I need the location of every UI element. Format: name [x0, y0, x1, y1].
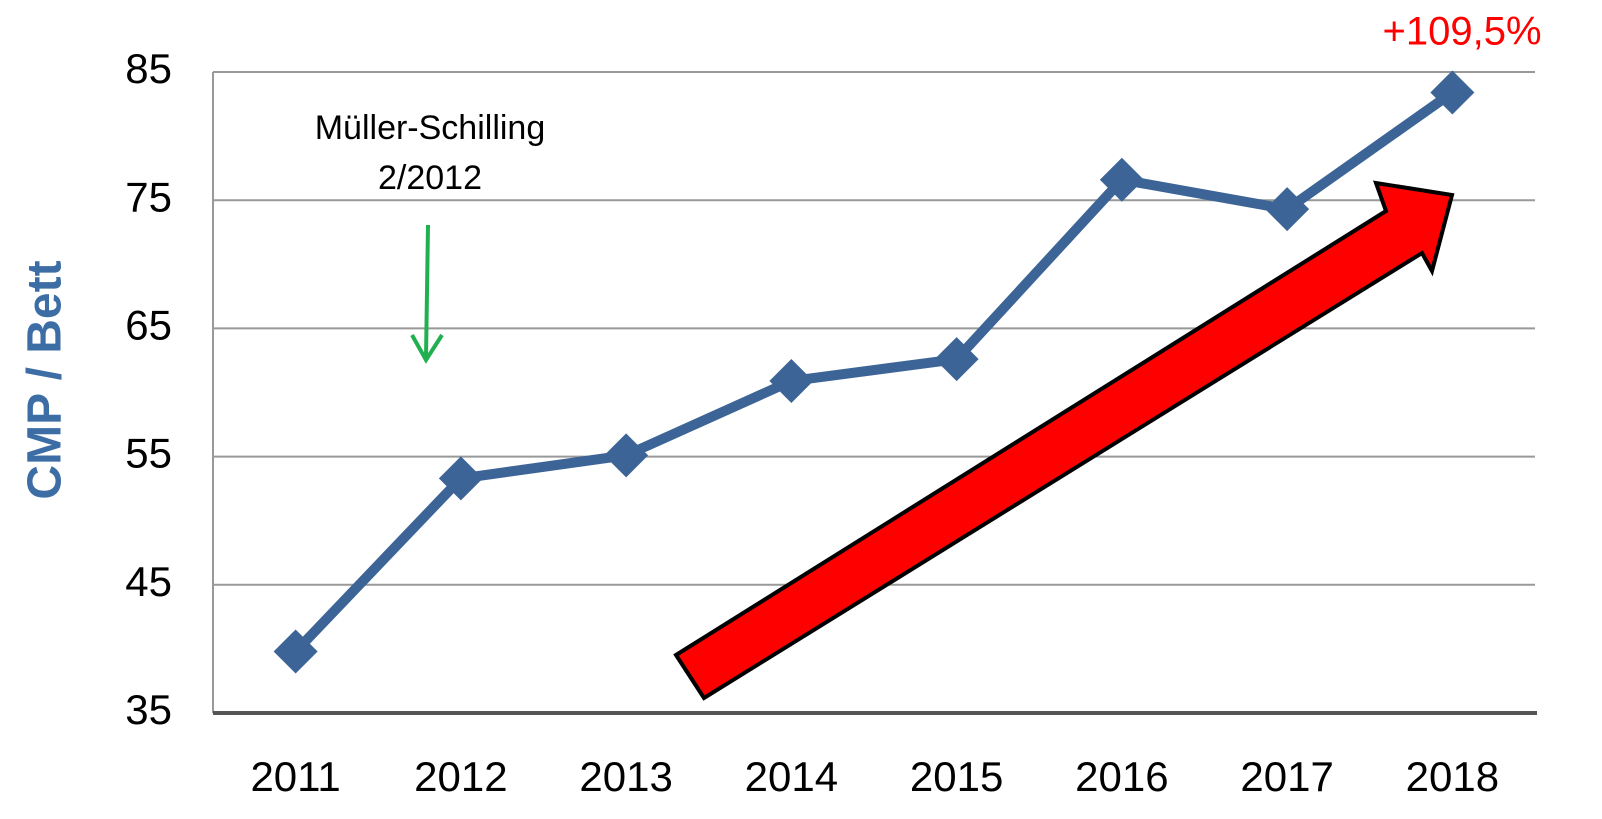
- annotation: 2/2012: [378, 159, 482, 197]
- trend-arrow: [673, 180, 1455, 701]
- marker: [769, 358, 814, 403]
- annotation: +109,5%: [1382, 10, 1541, 54]
- marker: [273, 629, 318, 674]
- y-tick-label: 75: [125, 173, 172, 220]
- plot: [273, 70, 1475, 674]
- y-tick-label: 65: [125, 301, 172, 348]
- y-axis-label: CMP / Bett: [19, 260, 72, 499]
- y-tick-label: 85: [125, 45, 172, 92]
- x-tick-label: 2012: [414, 753, 507, 800]
- x-tick-label: 2016: [1075, 753, 1168, 800]
- marker: [934, 337, 979, 382]
- line: [292, 88, 1456, 655]
- annotation-arrow: [410, 224, 444, 364]
- marker: [1430, 70, 1475, 115]
- x-tick-label: 2013: [579, 753, 672, 800]
- marker: [1265, 187, 1310, 232]
- marker: [1099, 157, 1144, 202]
- x-tick-label: 2011: [250, 753, 340, 800]
- x-tick-label: 2018: [1406, 753, 1499, 800]
- y-tick-label: 35: [125, 686, 172, 733]
- y-tick-label: 45: [125, 558, 172, 605]
- x-tick-label: 2015: [910, 753, 1003, 800]
- marker: [604, 433, 649, 478]
- x-tick-label: 2017: [1240, 753, 1333, 800]
- annotation: Müller-Schilling: [315, 109, 546, 147]
- marker: [438, 456, 483, 501]
- y-tick-label: 55: [125, 430, 172, 477]
- x-tick-label: 2014: [745, 753, 838, 800]
